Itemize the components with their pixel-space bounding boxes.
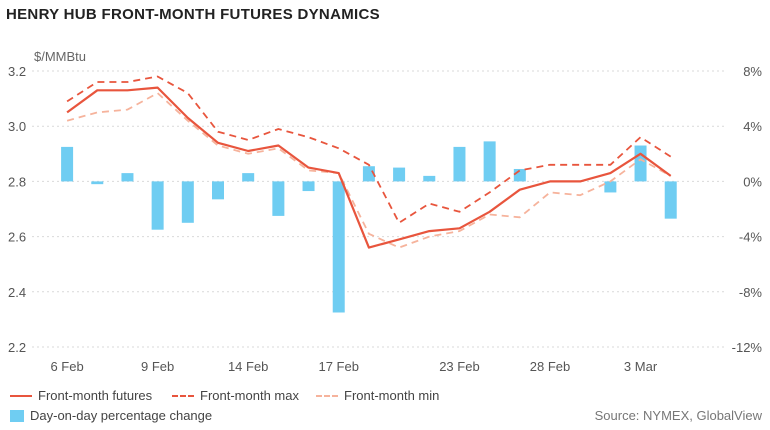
left-tick-label: 3.2 (8, 64, 26, 79)
legend-label-futures: Front-month futures (38, 388, 153, 403)
bar-mark (242, 173, 255, 182)
x-tick-label: 9 Feb (141, 359, 174, 374)
series-line-max (66, 75, 672, 224)
bar-mark (212, 181, 224, 200)
legend-label-max: Front-month max (200, 388, 299, 403)
bar-mark (151, 181, 164, 230)
bar-mark (302, 181, 315, 192)
legend-swatch-min (316, 394, 338, 397)
x-tick-label: 6 Feb (50, 359, 83, 374)
legend-swatch-bars (10, 409, 24, 422)
right-tick-label: 8% (743, 64, 762, 79)
right-tick-label: 4% (743, 119, 762, 134)
left-tick-label: 2.6 (8, 230, 26, 245)
left-tick-label: 3.0 (8, 119, 26, 134)
right-tick-label: 0% (743, 174, 762, 189)
series-line-min (66, 92, 672, 249)
legend-item-futures: Front-month futures (10, 388, 152, 403)
x-tick-label: 17 Feb (318, 359, 358, 374)
right-tick-label: -8% (739, 285, 763, 300)
bar-mark (634, 145, 647, 182)
bar-mark (604, 181, 617, 193)
bar-mark (423, 175, 436, 182)
source-note: Source: NYMEX, GlobalView (594, 408, 762, 423)
chart-title: HENRY HUB FRONT-MONTH FUTURES DYNAMICS (6, 6, 380, 23)
x-tick-label: 14 Feb (228, 359, 268, 374)
left-tick-label: 2.2 (8, 340, 26, 355)
right-tick-label: -4% (739, 230, 763, 245)
legend-item-min: Front-month min (316, 388, 439, 403)
bar-mark (91, 181, 104, 185)
legend-label-bars: Day-on-day percentage change (30, 408, 213, 423)
bar-mark (272, 181, 285, 216)
bar-mark (61, 146, 74, 182)
left-tick-label: 2.8 (8, 174, 26, 189)
bar-mark (393, 167, 406, 182)
bar-mark (121, 173, 134, 182)
bar-mark (483, 141, 496, 182)
bar-mark (181, 181, 194, 223)
legend-swatch-futures (10, 394, 32, 397)
x-tick-label: 3 Mar (624, 359, 658, 374)
left-axis-unit: $/MMBtu (34, 49, 87, 64)
series-line-futures (66, 86, 672, 249)
left-tick-label: 2.4 (8, 285, 26, 300)
legend-item-max: Front-month max (172, 388, 299, 403)
x-tick-label: 28 Feb (530, 359, 570, 374)
legend-swatch-max (172, 394, 194, 397)
bar-mark (332, 181, 345, 313)
right-tick-label: -12% (732, 340, 763, 355)
x-tick-label: 23 Feb (439, 359, 479, 374)
bar-mark (453, 146, 466, 182)
bar-mark (362, 166, 375, 182)
legend-item-bars: Day-on-day percentage change (10, 408, 212, 423)
bar-mark (664, 181, 677, 219)
legend-label-min: Front-month min (344, 388, 440, 403)
